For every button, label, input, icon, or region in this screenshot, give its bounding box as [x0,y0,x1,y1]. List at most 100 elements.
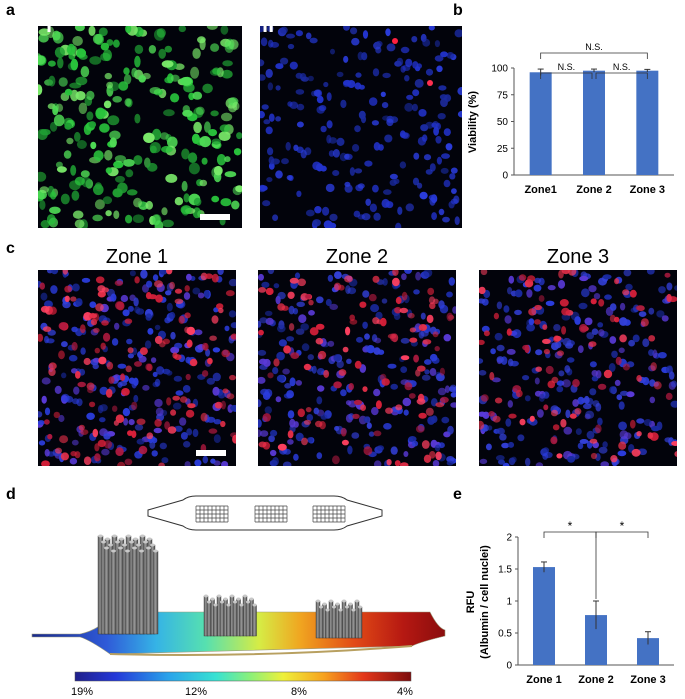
cell [204,121,211,133]
cell [629,289,637,298]
cell [228,310,236,318]
cell [186,428,193,436]
cell [457,87,462,96]
cell [656,310,665,318]
cell [300,149,307,159]
cell [426,314,434,324]
cell [288,323,295,331]
cell [443,179,451,188]
cell [401,291,408,301]
pillar-top [233,600,237,604]
cell [588,285,597,293]
cell [416,398,426,405]
pillar-top [153,549,158,553]
cell [179,417,187,426]
cell [200,412,208,422]
cell [266,26,274,32]
cell [122,309,130,317]
cell [506,328,512,336]
cell [326,134,332,144]
cell [78,424,85,431]
cell [404,270,413,274]
cell [124,458,133,466]
cell [382,278,388,286]
cell [412,89,420,97]
cell [259,317,268,324]
cell [267,270,275,275]
cell [262,391,271,400]
cell [78,102,88,115]
cell [450,392,456,398]
cell [228,278,236,287]
cell [190,66,200,79]
pillar-top [223,597,228,601]
significance-label: * [620,519,625,533]
cell [563,426,573,435]
cell [479,339,485,345]
cell [216,154,226,166]
cell [188,162,200,175]
cell [77,381,86,388]
cell [100,342,106,350]
cell [210,43,220,52]
pillar-top [345,605,349,609]
cell [136,438,145,445]
cell [479,358,484,364]
cell [161,457,169,464]
cell [40,305,50,313]
cell [428,26,435,31]
cell [370,304,380,313]
cell [326,120,333,129]
cell [445,143,453,151]
cell [423,270,433,278]
cell [435,136,442,144]
pillar [138,550,145,635]
cell [54,47,65,58]
cell [174,288,183,294]
cell [99,123,110,133]
cell [494,332,503,341]
zone-1-micrograph [38,270,236,466]
cell [258,419,262,428]
cell [93,184,104,196]
cell [598,446,608,454]
y-tick-label: 1.5 [498,565,512,576]
cell [113,160,124,169]
cell [572,379,580,388]
cell [226,393,235,400]
cell [66,137,74,145]
cell [316,296,324,304]
cell [267,147,274,156]
cell [575,428,582,435]
cell [301,343,310,352]
cell [294,272,301,279]
y-tick-label: 25 [497,144,509,155]
cell [92,33,103,45]
cell [507,441,515,448]
cell [329,303,338,310]
cell [55,447,62,454]
scale-bar [200,214,230,220]
cell [369,203,377,213]
cell [260,37,268,47]
cell [131,401,138,411]
cell [103,332,111,342]
cell [273,358,280,367]
cell [343,55,349,63]
cell [201,370,209,377]
cell [406,94,414,100]
cell [72,398,80,405]
cell [373,388,381,397]
cell [374,337,382,344]
pillar-top [217,594,221,598]
cell [225,290,235,297]
cell [184,461,191,466]
y-tick-label: 50 [497,117,509,128]
cell [151,214,161,226]
cell [528,318,535,326]
cell [69,457,78,465]
cell [70,451,77,457]
cell [170,74,180,82]
cell [404,75,410,82]
cell [72,283,80,292]
